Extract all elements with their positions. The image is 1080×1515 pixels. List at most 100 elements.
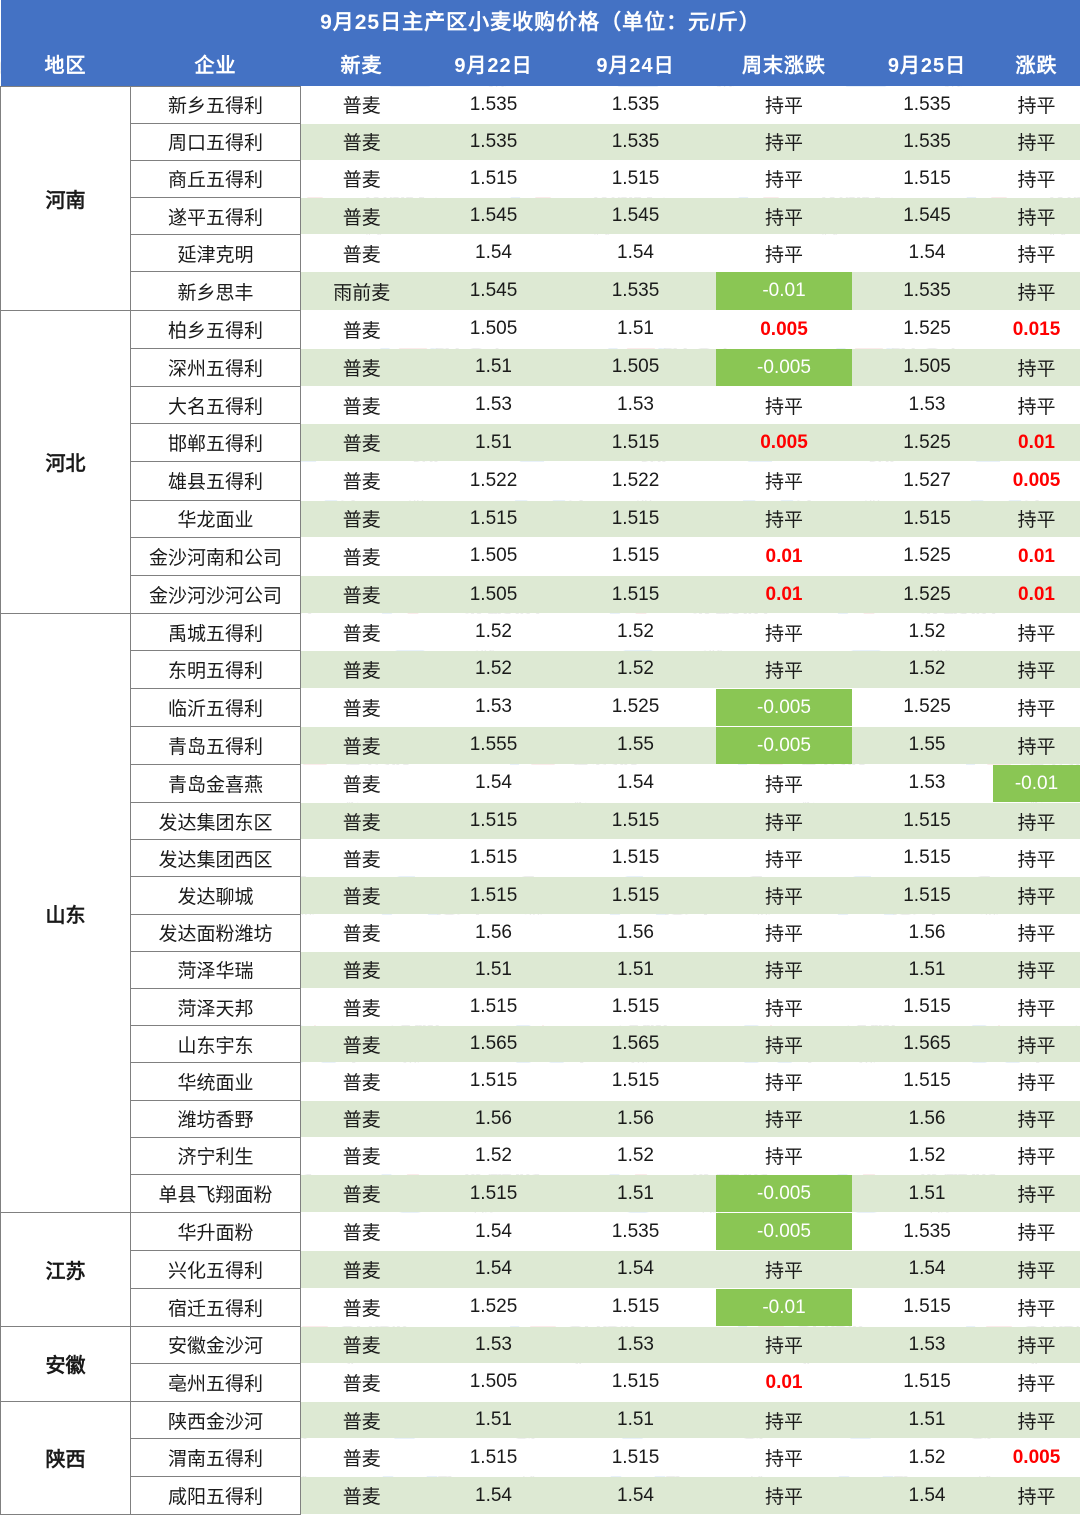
company-cell: 渭南五得利 [131,1439,301,1477]
price-0924-cell: 1.52 [565,651,707,688]
wheat-type-cell: 普麦 [301,614,423,651]
price-0922-cell: 1.505 [423,310,565,348]
company-cell: 发达集团西区 [131,840,301,877]
price-0922-cell: 1.515 [423,500,565,537]
change-cell: 持平 [993,1363,1080,1401]
price-0925-cell: 1.56 [862,1100,993,1137]
price-0922-cell: 1.52 [423,1137,565,1174]
price-0922-cell: 1.535 [423,86,565,123]
price-0922-cell: 1.505 [423,575,565,613]
weekend-change-cell: 持平 [707,235,862,272]
weekend-change-cell: 持平 [707,1251,862,1288]
price-0922-cell: 1.522 [423,462,565,500]
price-0922-cell: 1.53 [423,1326,565,1363]
col-header-date-0925: 9月25日 [862,41,993,86]
weekend-change-cell: 持平 [707,1026,862,1063]
price-0925-cell: 1.527 [862,462,993,500]
change-cell: 持平 [993,1063,1080,1100]
change-cell: 持平 [993,1026,1080,1063]
company-cell: 华统面业 [131,1063,301,1100]
price-0922-cell: 1.505 [423,537,565,575]
price-0925-cell: 1.515 [862,500,993,537]
price-0922-cell: 1.515 [423,1439,565,1477]
price-0924-cell: 1.515 [565,575,707,613]
price-0925-cell: 1.52 [862,651,993,688]
price-0924-cell: 1.535 [565,272,707,310]
change-cell: 持平 [993,500,1080,537]
change-cell: 持平 [993,1213,1080,1251]
change-cell: 0.01 [993,537,1080,575]
company-cell: 新乡五得利 [131,86,301,123]
price-0925-cell: 1.535 [862,86,993,123]
price-0924-cell: 1.522 [565,462,707,500]
company-cell: 金沙河南和公司 [131,537,301,575]
change-cell: 持平 [993,387,1080,424]
price-0924-cell: 1.515 [565,1288,707,1326]
company-cell: 青岛金喜燕 [131,764,301,802]
price-0925-cell: 1.515 [862,803,993,840]
highlight-chip: -0.01 [716,272,852,309]
price-0922-cell: 1.54 [423,764,565,802]
company-cell: 菏泽华瑞 [131,951,301,988]
up-value: 0.005 [707,311,862,348]
price-0925-cell: 1.52 [862,614,993,651]
price-0925-cell: 1.515 [862,160,993,197]
price-0922-cell: 1.56 [423,1100,565,1137]
wheat-type-cell: 普麦 [301,575,423,613]
price-0924-cell: 1.515 [565,1063,707,1100]
table-header: 9月25日主产区小麦收购价格（单位：元/斤） 地区 企业 新麦 9月22日 9月… [1,0,1080,86]
up-value: 0.01 [993,576,1080,613]
company-cell: 宿迁五得利 [131,1288,301,1326]
company-cell: 遂平五得利 [131,198,301,235]
wheat-type-cell: 普麦 [301,726,423,764]
company-cell: 金沙河沙河公司 [131,575,301,613]
weekend-change-cell: 持平 [707,614,862,651]
company-cell: 柏乡五得利 [131,310,301,348]
company-cell: 东明五得利 [131,651,301,688]
price-0925-cell: 1.515 [862,1063,993,1100]
price-0925-cell: 1.53 [862,387,993,424]
up-value: 0.01 [707,576,862,613]
company-cell: 菏泽天邦 [131,989,301,1026]
price-0922-cell: 1.515 [423,840,565,877]
change-cell: 持平 [993,123,1080,160]
price-0925-cell: 1.515 [862,877,993,914]
weekend-change-cell: 持平 [707,123,862,160]
weekend-change-cell: 持平 [707,1439,862,1477]
wheat-type-cell: 普麦 [301,1288,423,1326]
change-cell: 持平 [993,348,1080,386]
company-cell: 邯郸五得利 [131,424,301,462]
change-cell: 持平 [993,989,1080,1026]
price-0924-cell: 1.505 [565,348,707,386]
price-0924-cell: 1.515 [565,989,707,1026]
change-cell: 持平 [993,1174,1080,1212]
price-0925-cell: 1.515 [862,1288,993,1326]
price-0922-cell: 1.54 [423,1213,565,1251]
wheat-type-cell: 普麦 [301,1363,423,1401]
highlight-chip: -0.005 [716,349,852,386]
price-0925-cell: 1.505 [862,348,993,386]
weekend-change-cell: -0.01 [707,272,862,310]
wheat-type-cell: 普麦 [301,803,423,840]
up-value: 0.005 [993,462,1080,499]
weekend-change-cell: 持平 [707,462,862,500]
change-cell: 持平 [993,1477,1080,1514]
price-0924-cell: 1.535 [565,86,707,123]
price-0922-cell: 1.56 [423,914,565,951]
up-value: 0.015 [993,311,1080,348]
price-0924-cell: 1.52 [565,614,707,651]
